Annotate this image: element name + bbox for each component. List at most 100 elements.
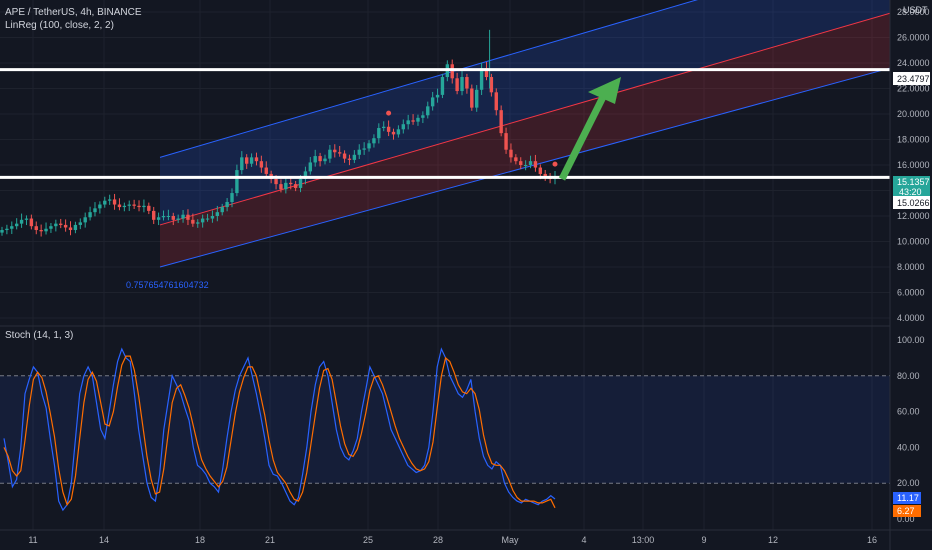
svg-text:15.0266: 15.0266: [897, 198, 930, 208]
candle-body: [352, 154, 357, 160]
support-price-badge: 15.0266: [893, 196, 930, 209]
time-tick-label: May: [501, 535, 519, 545]
candle-body: [367, 143, 371, 149]
candle-body: [362, 148, 366, 150]
candle-body: [147, 205, 151, 211]
price-tick-label: 20.0000: [897, 109, 930, 119]
current-price-badge: 15.1357 43:20: [893, 176, 930, 198]
time-tick-label: 28: [433, 535, 443, 545]
candle-body: [240, 157, 244, 171]
stoch-axis[interactable]: 100.00 80.00 60.00 40.00 20.00 0.00: [897, 335, 925, 524]
candle-body: [323, 158, 327, 162]
candle-body: [205, 218, 210, 220]
price-tick-label: 18.0000: [897, 135, 930, 145]
signal-dot: [386, 110, 392, 116]
candle-body: [73, 224, 78, 231]
candle-body: [63, 224, 68, 228]
candle-body: [249, 157, 254, 164]
time-tick-label: 16: [867, 535, 877, 545]
candle-body: [460, 77, 464, 92]
candle-body: [308, 162, 313, 172]
linreg-value-label: 0.757654761604732: [126, 280, 209, 290]
candle-body: [382, 126, 386, 129]
arrow-shaft: [558, 91, 609, 181]
candle-body: [196, 222, 200, 224]
time-tick-label: 25: [363, 535, 373, 545]
candle-body: [504, 133, 508, 150]
candle-body: [426, 106, 430, 116]
candle-body: [421, 115, 425, 118]
candle-body: [152, 210, 156, 220]
candle-body: [328, 149, 332, 159]
signal-dot: [552, 161, 558, 167]
price-tick-label: 16.0000: [897, 160, 930, 170]
time-axis[interactable]: 11 14 18 21 25 28 May 4 13:00 9 12 16: [28, 535, 877, 545]
candle-body: [337, 152, 342, 154]
price-tick-label: 28.0000: [897, 7, 930, 17]
candle-body: [318, 156, 322, 162]
linreg-channel: [159, 0, 891, 268]
candle-body: [127, 204, 131, 206]
candle-body: [215, 212, 220, 216]
candle-body: [293, 184, 298, 188]
candle-body: [406, 120, 410, 125]
candle-body: [161, 216, 166, 218]
linreg-indicator-label[interactable]: LinReg (100, close, 2, 2): [5, 20, 114, 31]
candle-body: [514, 157, 518, 162]
candle-body: [489, 77, 494, 93]
price-tick-label: 8.0000: [897, 262, 925, 272]
svg-text:15.1357: 15.1357: [897, 177, 930, 187]
candle-body: [54, 223, 58, 227]
channel-upper-fill: [160, 0, 890, 225]
candle-body: [0, 230, 4, 233]
candle-body: [83, 217, 87, 223]
candle-body: [112, 199, 117, 205]
candle-body: [435, 94, 440, 98]
candle-body: [455, 78, 459, 92]
candle-body: [465, 77, 469, 89]
stoch-tick-label: 100.00: [897, 335, 925, 345]
candle-body: [484, 68, 489, 78]
candle-body: [29, 218, 34, 227]
candles-series: [0, 29, 557, 237]
candle-body: [19, 219, 24, 224]
stoch-band-fill: [0, 375, 890, 484]
price-tick-label: 6.0000: [897, 288, 925, 298]
svg-text:23.4797: 23.4797: [897, 74, 930, 84]
candle-body: [166, 216, 171, 217]
projection-arrow[interactable]: [558, 77, 621, 181]
candle-body: [264, 167, 268, 174]
price-tick-label: 26.0000: [897, 33, 930, 43]
candle-body: [122, 205, 127, 208]
stoch-d-badge: 6.27: [893, 505, 921, 517]
candle-body: [24, 218, 29, 220]
stoch-d-line: [3, 355, 556, 509]
candle-body: [103, 200, 107, 205]
svg-text:11.17: 11.17: [897, 493, 919, 503]
candle-body: [78, 222, 82, 225]
stoch-tick-label: 80.00: [897, 371, 920, 381]
candle-body: [342, 153, 347, 159]
candle-body: [186, 214, 190, 220]
candle-body: [509, 149, 513, 158]
candle-body: [284, 182, 288, 190]
candle-body: [259, 161, 264, 168]
currency-label[interactable]: USDT: [903, 5, 928, 15]
stoch-k-line: [3, 347, 556, 512]
candle-body: [479, 68, 484, 90]
candle-body: [416, 117, 420, 122]
candle-body: [357, 149, 361, 155]
candle-body: [200, 218, 205, 223]
candle-body: [519, 161, 523, 165]
candle-body: [156, 217, 161, 220]
stoch-indicator-label[interactable]: Stoch (14, 1, 3): [5, 330, 73, 341]
stoch-series: [3, 347, 556, 512]
candle-body: [137, 205, 141, 208]
candle-body: [533, 161, 538, 168]
time-tick-label: 12: [768, 535, 778, 545]
candle-body: [313, 156, 317, 163]
price-tick-label: 22.0000: [897, 84, 930, 94]
candle-body: [289, 182, 293, 185]
candle-body: [98, 204, 102, 209]
